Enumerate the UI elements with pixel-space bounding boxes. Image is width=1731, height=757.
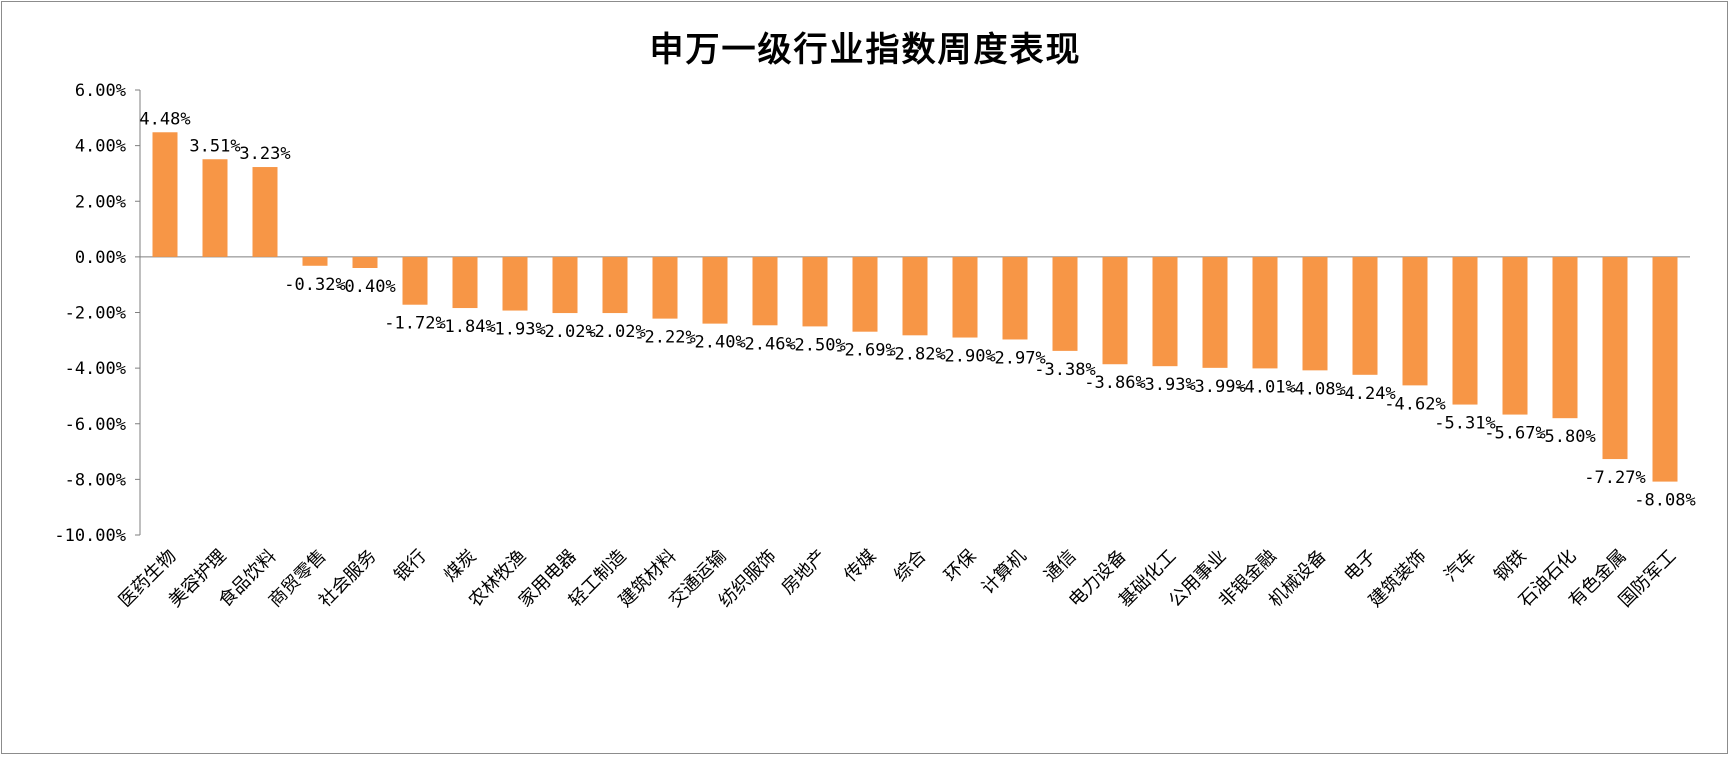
bar (752, 256, 778, 326)
y-tick-label: -6.00% (65, 415, 126, 435)
bar (502, 256, 528, 311)
bar (1202, 256, 1228, 368)
bar (1152, 256, 1178, 367)
bar (1652, 256, 1678, 482)
data-label: -2.50% (784, 335, 845, 355)
y-tick-label: -8.00% (65, 470, 126, 490)
category-label: 环保 (940, 546, 980, 586)
bar (1302, 256, 1328, 371)
data-label: -5.31% (1434, 414, 1495, 434)
data-label: -4.62% (1384, 394, 1445, 414)
bar (1052, 256, 1078, 351)
bar (452, 256, 478, 309)
y-tick-label: -10.00% (54, 526, 126, 546)
y-tick-label: 6.00% (75, 81, 126, 101)
data-label: -3.86% (1084, 373, 1145, 393)
bar (702, 256, 728, 324)
bar (902, 256, 928, 336)
data-label: -3.38% (1034, 360, 1095, 380)
data-label: -0.32% (284, 275, 345, 295)
bar (202, 159, 228, 257)
data-label: -2.22% (634, 328, 695, 348)
data-label: -4.08% (1284, 379, 1345, 399)
data-label: 4.48% (139, 109, 190, 129)
bar (302, 256, 328, 266)
category-label: 煤炭 (440, 546, 480, 586)
bar (1352, 256, 1378, 375)
chart-data-labels: 4.48%3.51%3.23%-0.32%-0.40%-1.72%-1.84%-… (139, 109, 1695, 510)
category-label: 通信 (1040, 546, 1080, 586)
data-label: 3.23% (239, 144, 290, 164)
data-label: -2.46% (734, 334, 795, 354)
bar (1552, 256, 1578, 419)
bar (1502, 256, 1528, 415)
data-label: -4.01% (1234, 377, 1295, 397)
bar (952, 256, 978, 338)
data-label: -2.69% (834, 341, 895, 361)
data-label: -5.80% (1534, 427, 1595, 447)
bar (602, 256, 628, 314)
data-label: 3.51% (189, 136, 240, 156)
y-tick-label: 4.00% (75, 137, 126, 157)
y-tick-label: 2.00% (75, 192, 126, 212)
data-label: -2.90% (934, 347, 995, 367)
category-label: 银行 (390, 546, 430, 586)
bar (552, 256, 578, 314)
data-label: -1.72% (384, 314, 445, 334)
bar (1252, 256, 1278, 369)
bar (402, 256, 428, 305)
bar (1452, 256, 1478, 405)
data-label: -1.84% (434, 317, 495, 337)
data-label: -3.93% (1134, 375, 1195, 395)
bar (252, 167, 278, 257)
category-label: 综合 (890, 546, 930, 586)
bar (802, 256, 828, 327)
data-label: -2.97% (984, 348, 1045, 368)
bar (1602, 256, 1628, 460)
bar (152, 132, 178, 257)
chart-axes: 6.00% 4.00% 2.00% 0.00% -2.00% -4.00% -6.00% -8… (54, 81, 1690, 546)
data-label: -2.02% (584, 322, 645, 342)
data-label: -5.67% (1484, 424, 1545, 444)
category-label: 计算机 (978, 546, 1031, 599)
data-label: -7.27% (1584, 468, 1645, 488)
data-label: -2.40% (684, 333, 745, 353)
data-label: -2.82% (884, 344, 945, 364)
data-label: -3.99% (1184, 377, 1245, 397)
category-label: 房地产 (778, 546, 831, 599)
bar (1002, 256, 1028, 340)
category-label: 传媒 (840, 546, 880, 586)
y-tick-label: -2.00% (65, 304, 126, 324)
bar (352, 256, 378, 268)
data-label: -4.24% (1334, 384, 1395, 404)
y-tick-label: -4.00% (65, 359, 126, 379)
data-label: -8.08% (1634, 491, 1695, 511)
data-label: -0.40% (334, 277, 395, 297)
data-label: -2.02% (534, 322, 595, 342)
bar (852, 256, 878, 332)
bar (1402, 256, 1428, 386)
chart-title: 申万一级行业指数周度表现 (649, 30, 1082, 70)
bar (1102, 256, 1128, 365)
bar (652, 256, 678, 319)
y-tick-label: 0.00% (75, 248, 126, 268)
data-label: -1.93% (484, 320, 545, 340)
category-label: 汽车 (1440, 546, 1480, 586)
category-label: 钢铁 (1490, 546, 1530, 586)
category-label: 电子 (1340, 546, 1380, 586)
chart-bars (152, 132, 1678, 482)
